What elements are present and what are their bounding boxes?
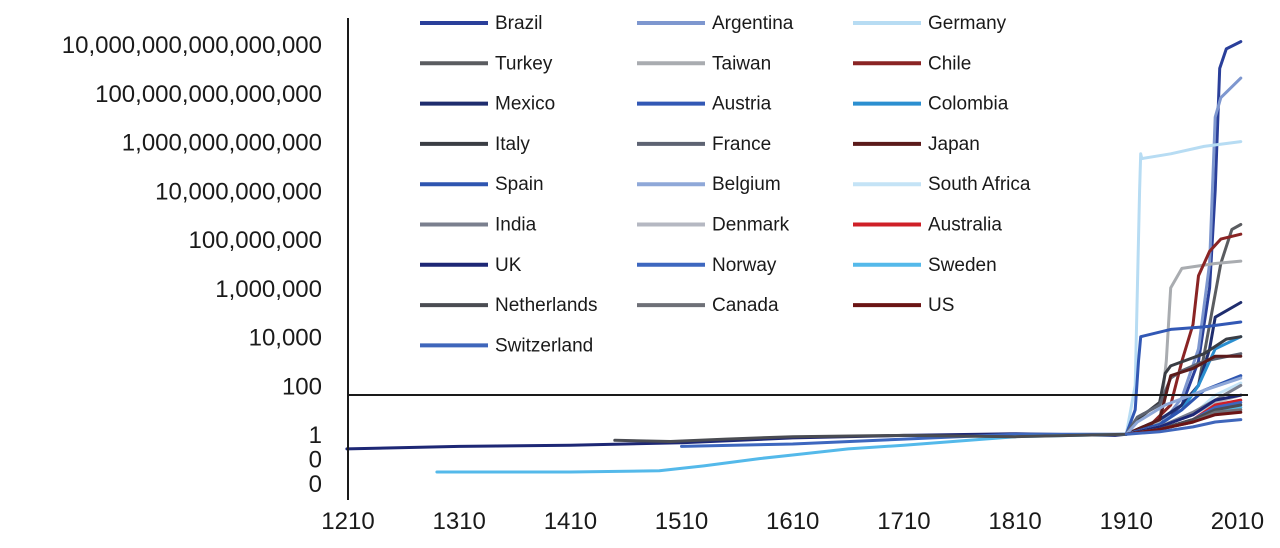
legend-item-canada: Canada [637,295,779,316]
series-line-uk [345,393,1243,451]
legend-item-australia: Australia [853,215,1002,236]
y-tick-label: 10,000 [249,325,322,352]
legend-item-taiwan: Taiwan [637,53,771,74]
legend-label: India [495,215,537,236]
y-tick-label: 10,000,000,000 [155,178,322,205]
legend-item-germany: Germany [853,13,1007,34]
y-tick-labels: 10,000,000,000,000,000 100,000,000,000,00… [62,32,322,498]
legend-label: Austria [712,94,772,115]
x-tick-label: 1210 [321,508,374,535]
x-tick-label: 1410 [544,508,597,535]
series-line-switzerland [1124,418,1243,436]
legend-label: UK [495,255,522,276]
legend-label: Japan [928,134,980,155]
legend-label: Australia [928,215,1002,236]
x-tick-label: 1910 [1100,508,1153,535]
x-tick-label: 2010 [1211,508,1264,535]
series-line-netherlands [613,403,1243,443]
y-tick-label: 100 [282,373,322,400]
legend-label: Italy [495,134,530,155]
legend-item-mexico: Mexico [420,94,555,115]
legend-label: Belgium [712,174,781,195]
legend-label: Taiwan [712,53,771,74]
legend-item-belgium: Belgium [637,174,781,195]
legend-item-sweden: Sweden [853,255,997,276]
series-line-japan [1124,354,1243,436]
legend-item-netherlands: Netherlands [420,295,597,316]
x-tick-label: 1310 [433,508,486,535]
legend-label: Canada [712,295,779,316]
legend-item-japan: Japan [853,134,980,155]
legend-label: Switzerland [495,335,593,356]
y-tick-label: 1,000,000 [215,276,322,303]
legend-label: Denmark [712,215,790,236]
legend-label: US [928,295,954,316]
legend-item-us: US [853,295,954,316]
legend-item-norway: Norway [637,255,777,276]
x-tick-label: 1510 [655,508,708,535]
legend-item-spain: Spain [420,174,544,195]
legend-label: Colombia [928,94,1009,115]
legend-item-brazil: Brazil [420,13,543,34]
legend-label: Spain [495,174,544,195]
legend-item-south-africa: South Africa [853,174,1031,195]
x-tick-label: 1710 [877,508,930,535]
legend-label: Sweden [928,255,997,276]
legend-label: France [712,134,771,155]
legend: Brazil Argentina Germany Turkey Taiwan Chile M… [420,13,1031,356]
legend-label: Brazil [495,13,543,34]
legend-item-turkey: Turkey [420,53,553,74]
legend-item-india: India [420,215,537,236]
series-line-germany [1124,140,1243,436]
legend-item-uk: UK [420,255,522,276]
legend-item-argentina: Argentina [637,13,794,34]
legend-item-france: France [637,134,771,155]
y-tick-label: 10,000,000,000,000,000 [62,32,322,59]
legend-item-austria: Austria [637,94,772,115]
legend-label: Mexico [495,94,555,115]
legend-label: Germany [928,13,1007,34]
series-line-taiwan [1124,259,1243,436]
y-tick-label: 0 [309,471,322,498]
legend-label: Chile [928,53,971,74]
legend-label: Turkey [495,53,553,74]
series-line-austria [1124,320,1243,436]
legend-item-chile: Chile [853,53,971,74]
series-layer [345,40,1243,474]
x-tick-labels: 1210 1310 1410 1510 1610 1710 1810 1910 2010 [321,508,1264,535]
x-tick-label: 1810 [988,508,1041,535]
legend-label: Norway [712,255,777,276]
y-tick-label: 1,000,000,000,000 [122,130,322,157]
legend-item-switzerland: Switzerland [420,335,593,356]
legend-item-italy: Italy [420,134,530,155]
y-tick-label: 100,000,000 [189,227,322,254]
y-tick-label: 1 [309,422,322,449]
series-line-us [1124,410,1243,436]
legend-label: Argentina [712,13,794,34]
series-line-sweden [435,405,1243,474]
series-line-belgium [1124,376,1243,436]
y-tick-label: 0 [309,447,322,474]
x-tick-label: 1610 [766,508,819,535]
y-tick-label: 100,000,000,000,000 [95,81,322,108]
legend-label: South Africa [928,174,1031,195]
legend-item-colombia: Colombia [853,94,1009,115]
legend-item-denmark: Denmark [637,215,790,236]
legend-label: Netherlands [495,295,597,316]
